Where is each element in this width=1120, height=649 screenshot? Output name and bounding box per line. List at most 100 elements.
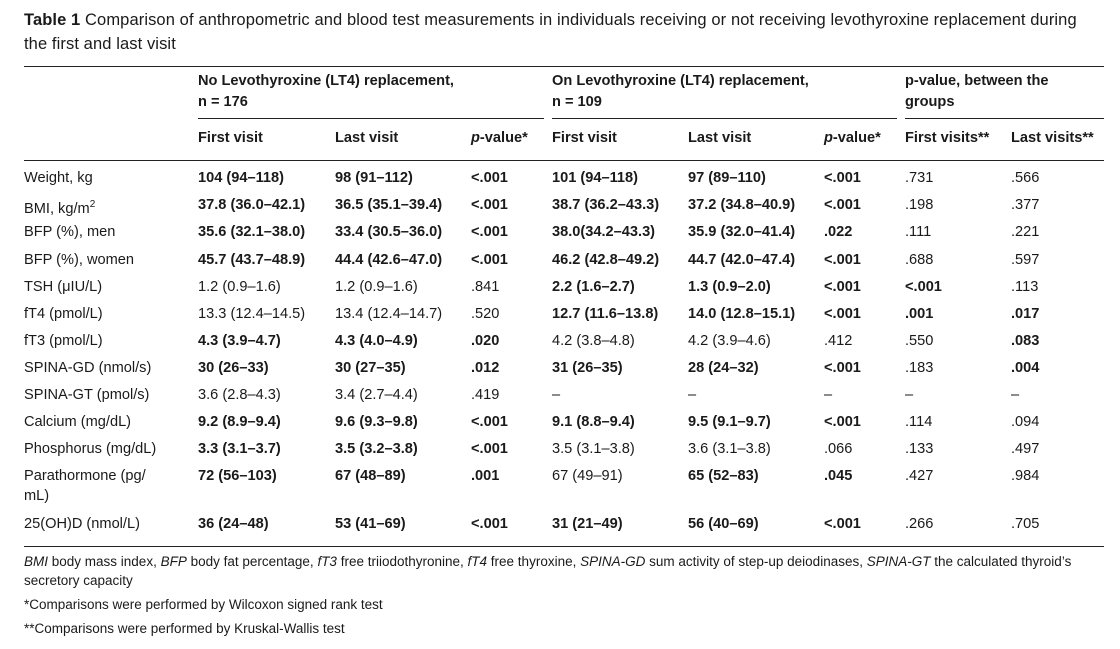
table-cell: <.001 — [471, 516, 508, 532]
table-cell: 31 (26–35) — [552, 360, 623, 376]
table-cell: 14.0 (12.8–15.1) — [688, 306, 796, 322]
table-cell: 36.5 (35.1–39.4) — [335, 197, 443, 213]
row-label: Parathormone (pg/mL) — [24, 468, 146, 504]
table-cell: .012 — [471, 360, 500, 376]
group-header-line: groups — [905, 94, 955, 110]
group-header-line: p-value, between the — [905, 73, 1049, 89]
abbreviation-term: BFP — [160, 554, 187, 569]
group-header-count: n = 109 — [552, 94, 602, 110]
table-cell: .020 — [471, 333, 500, 349]
row-label: Phosphorus (mg/dL) — [24, 441, 157, 457]
row-label: fT4 (pmol/L) — [24, 306, 103, 322]
table-cell: .984 — [1011, 468, 1040, 484]
table-cell: 2.2 (1.6–2.7) — [552, 279, 635, 295]
table-cell: .017 — [1011, 306, 1040, 322]
column-header: Last visit — [335, 130, 399, 146]
table-cell: 36 (24–48) — [198, 516, 269, 532]
column-header: First visits** — [905, 130, 990, 146]
table-cell: .221 — [1011, 224, 1040, 240]
table-cell: 30 (26–33) — [198, 360, 269, 376]
table-cell: 31 (21–49) — [552, 516, 623, 532]
table-cell: .377 — [1011, 197, 1040, 213]
table-header-rule — [24, 160, 1104, 161]
table-cell: 3.6 (3.1–3.8) — [688, 441, 771, 457]
table-cell: 44.7 (42.0–47.4) — [688, 252, 796, 268]
table-cell: <.001 — [824, 170, 861, 186]
table-cell: .520 — [471, 306, 500, 322]
table-cell: 67 (48–89) — [335, 468, 406, 484]
row-label: 25(OH)D (nmol/L) — [24, 516, 140, 532]
abbreviation-footnote: BMI body mass index, BFP body fat percen… — [24, 554, 1072, 588]
table-cell: 3.5 (3.2–3.8) — [335, 441, 418, 457]
group-header-no-lt4: No Levothyroxine (LT4) replacement, n = … — [198, 71, 454, 113]
column-header: p-value* — [471, 130, 528, 146]
row-label: BFP (%), men — [24, 224, 116, 240]
table-cell: .427 — [905, 468, 934, 484]
table-cell: 4.2 (3.8–4.8) — [552, 333, 635, 349]
table-cell: 37.2 (34.8–40.9) — [688, 197, 796, 213]
table-cell: .114 — [905, 414, 933, 430]
group-header-count: n = 176 — [198, 94, 248, 110]
table-cell: – — [688, 387, 697, 403]
table-cell: .066 — [824, 441, 853, 457]
table-cell: 3.5 (3.1–3.8) — [552, 441, 635, 457]
table-cell: 13.3 (12.4–14.5) — [198, 306, 306, 322]
row-label: SPINA-GD (nmol/s) — [24, 360, 152, 376]
table-cell: <.001 — [824, 414, 861, 430]
table-cell: .113 — [1011, 279, 1039, 295]
table-cell: 101 (94–118) — [552, 170, 639, 186]
table-cell: .004 — [1011, 360, 1040, 376]
table-cell: <.001 — [471, 224, 508, 240]
table-cell: .705 — [1011, 516, 1040, 532]
footnote-wilcoxon: *Comparisons were performed by Wilcoxon … — [24, 597, 383, 612]
table-cell: – — [1011, 387, 1020, 403]
table-cell: <.001 — [824, 516, 861, 532]
table-cell: 4.3 (3.9–4.7) — [198, 333, 281, 349]
table-cell: – — [905, 387, 914, 403]
table-caption-label: Table 1 — [24, 11, 81, 29]
column-header: Last visit — [688, 130, 752, 146]
table-cell: .045 — [824, 468, 853, 484]
table-cell: <.001 — [824, 252, 861, 268]
table-cell: 46.2 (42.8–49.2) — [552, 252, 660, 268]
row-label: BFP (%), women — [24, 252, 135, 268]
table-cell: 38.7 (36.2–43.3) — [552, 197, 660, 213]
table-cell: 38.0(34.2–43.3) — [552, 224, 656, 240]
table-cell: .133 — [905, 441, 934, 457]
table-cell: 9.5 (9.1–9.7) — [688, 414, 771, 430]
table-cell: 4.2 (3.9–4.6) — [688, 333, 771, 349]
table-cell: .550 — [905, 333, 934, 349]
table-cell: 35.6 (32.1–38.0) — [198, 224, 306, 240]
table-cell: 9.2 (8.9–9.4) — [198, 414, 281, 430]
table-caption-text: Comparison of anthropometric and blood t… — [24, 11, 1077, 53]
column-header: First visit — [198, 130, 263, 146]
table-cell: 37.8 (36.0–42.1) — [198, 197, 306, 213]
table-cell: <.001 — [471, 414, 508, 430]
column-header: First visit — [552, 130, 617, 146]
table-cell: 98 (91–112) — [335, 170, 413, 186]
table-cell: 33.4 (30.5–36.0) — [335, 224, 443, 240]
table-cell: .001 — [905, 306, 934, 322]
abbreviation-term: SPINA-GD — [580, 554, 646, 569]
group-rule-on-lt4 — [552, 118, 897, 119]
table-cell: <.001 — [471, 441, 508, 457]
row-label: BMI, kg/m2 — [24, 199, 96, 217]
group-header-line: No Levothyroxine (LT4) replacement, — [198, 73, 454, 89]
table-cell: 30 (27–35) — [335, 360, 406, 376]
table-cell: .183 — [905, 360, 934, 376]
row-label: fT3 (pmol/L) — [24, 333, 103, 349]
table-cell: <.001 — [824, 279, 861, 295]
table-cell: .001 — [471, 468, 500, 484]
abbreviation-term: SPINA-GT — [866, 554, 931, 569]
table-cell: 97 (89–110) — [688, 170, 766, 186]
group-header-line: On Levothyroxine (LT4) replacement, — [552, 73, 809, 89]
group-rule-no-lt4 — [198, 118, 544, 119]
table-cell: – — [552, 387, 561, 403]
table-cell: 72 (56–103) — [198, 468, 277, 484]
table-cell: .266 — [905, 516, 934, 532]
abbreviation-term: BMI — [24, 554, 49, 569]
table-bottom-rule — [24, 546, 1104, 547]
table-cell: 56 (40–69) — [688, 516, 759, 532]
table-cell: 67 (49–91) — [552, 468, 623, 484]
table-figure: Table 1 Comparison of anthropometric and… — [24, 8, 1104, 636]
